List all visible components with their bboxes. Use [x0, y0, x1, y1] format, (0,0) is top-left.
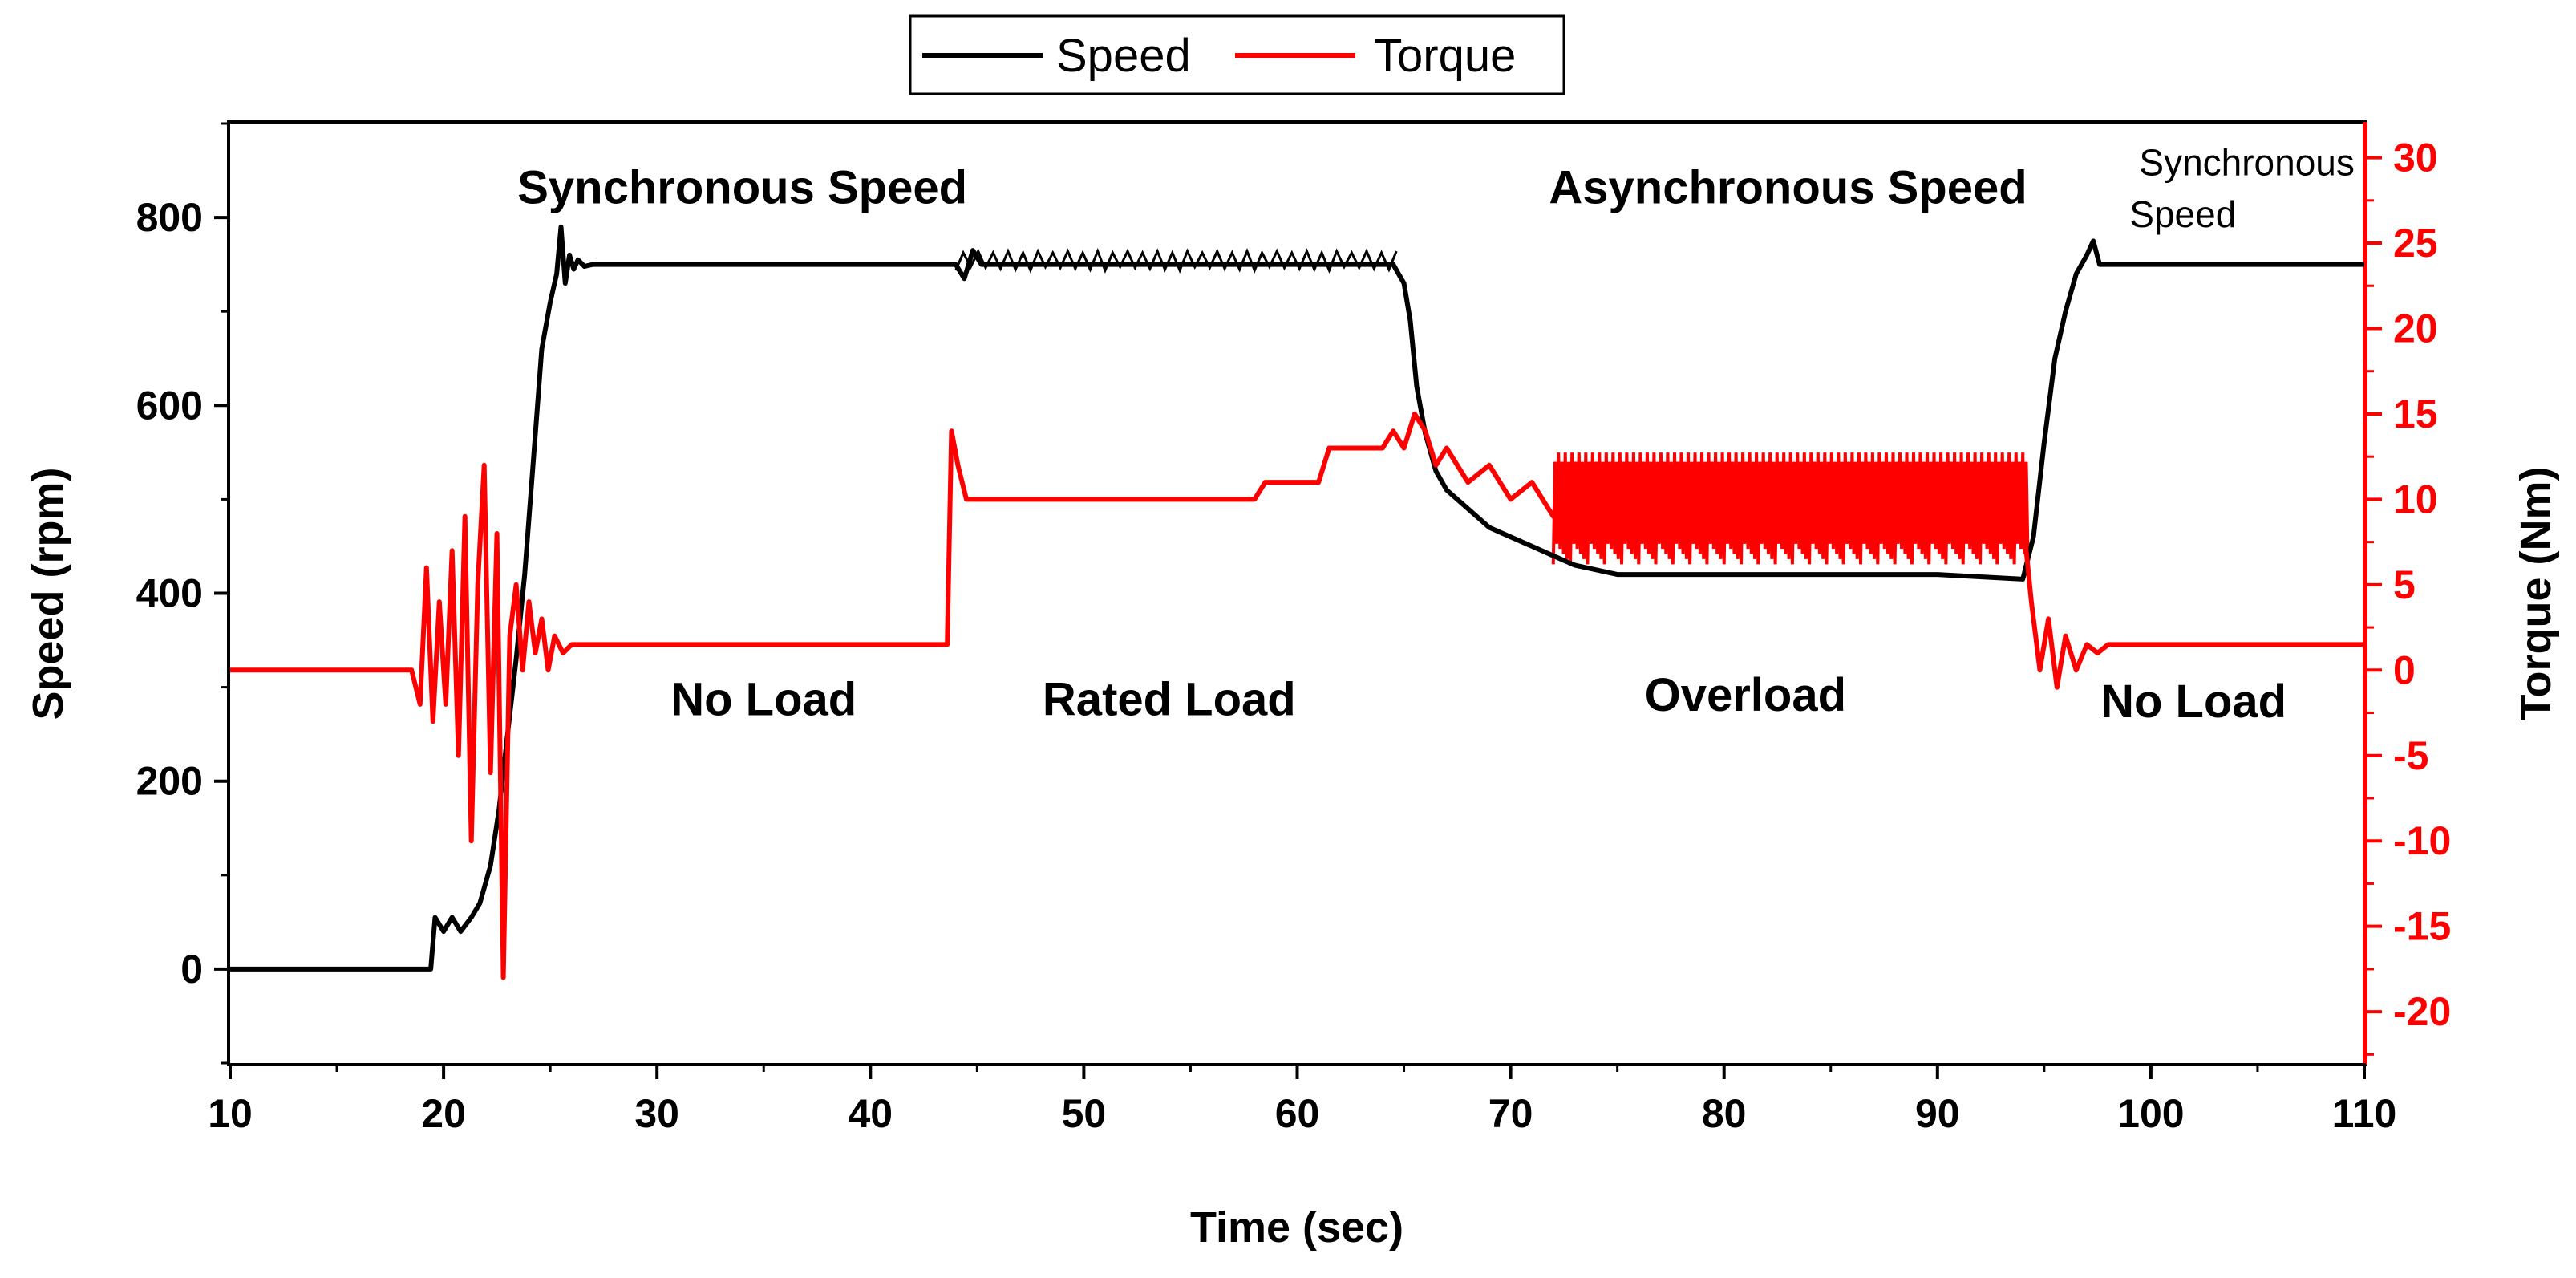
y2-tick-label: 30 — [2393, 136, 2438, 181]
y2-tick-label: 25 — [2393, 221, 2438, 266]
annotation: No Load — [2100, 676, 2286, 728]
y-tick-label: 200 — [136, 759, 203, 804]
y2-tick-label: 15 — [2393, 392, 2438, 436]
y-tick-label: 600 — [136, 383, 203, 428]
y2-tick-label: 0 — [2393, 647, 2416, 692]
x-tick-label: 90 — [1915, 1091, 1960, 1136]
annotation: Synchronous Speed — [517, 162, 967, 214]
legend-torque-label: Torque — [1374, 30, 1516, 82]
annotation: Overload — [1645, 669, 1846, 721]
data-layer — [230, 224, 2364, 980]
y-axis-title: Speed (rpm) — [24, 467, 72, 720]
labels-layer: 10 20 30 40 50 60 70 80 90 100 1100200400600800-20… — [136, 136, 2452, 1136]
y-tick-label: 400 — [136, 571, 203, 616]
y-tick-label: 0 — [180, 947, 203, 992]
x-tick-label: 110 — [2332, 1091, 2397, 1136]
y2-tick-label: 5 — [2393, 562, 2416, 607]
x-tick-label: 20 — [421, 1091, 466, 1136]
x-tick-label: 50 — [1062, 1091, 1107, 1136]
y2-axis-title: Torque (Nm) — [2512, 467, 2560, 721]
y-tick-label: 800 — [136, 195, 203, 240]
annotation: Speed — [2129, 193, 2236, 235]
x-tick-label: 80 — [1702, 1091, 1747, 1136]
y2-tick-label: -20 — [2393, 989, 2451, 1034]
x-tick-label: 30 — [634, 1091, 679, 1136]
legend-speed-label: Speed — [1056, 30, 1191, 82]
annotation: No Load — [670, 674, 857, 726]
y2-tick-label: -10 — [2393, 818, 2451, 863]
x-axis-title: Time (sec) — [1190, 1203, 1403, 1252]
x-tick-label: 10 — [208, 1091, 253, 1136]
speed-oscillation-band — [954, 248, 1398, 274]
x-tick-label: 60 — [1275, 1091, 1320, 1136]
annotation: Synchronous — [2139, 141, 2355, 183]
y2-tick-label: -15 — [2393, 904, 2451, 949]
series-line-speed — [230, 224, 2364, 972]
y2-tick-label: 10 — [2393, 477, 2438, 521]
series-line-torque — [230, 411, 2364, 980]
annotation: Rated Load — [1043, 674, 1296, 726]
x-tick-label: 100 — [2117, 1091, 2184, 1136]
annotation: Asynchronous Speed — [1549, 162, 2027, 214]
right-axis-line — [2363, 122, 2367, 1065]
y2-tick-label: 20 — [2393, 306, 2438, 351]
y2-tick-label: -5 — [2393, 733, 2428, 778]
torque-oscillation-band — [1551, 452, 2030, 565]
x-tick-label: 70 — [1488, 1091, 1533, 1136]
ticks-layer — [214, 122, 2382, 1079]
legend: Speed Torque — [909, 14, 1565, 95]
x-tick-label: 40 — [848, 1091, 893, 1136]
